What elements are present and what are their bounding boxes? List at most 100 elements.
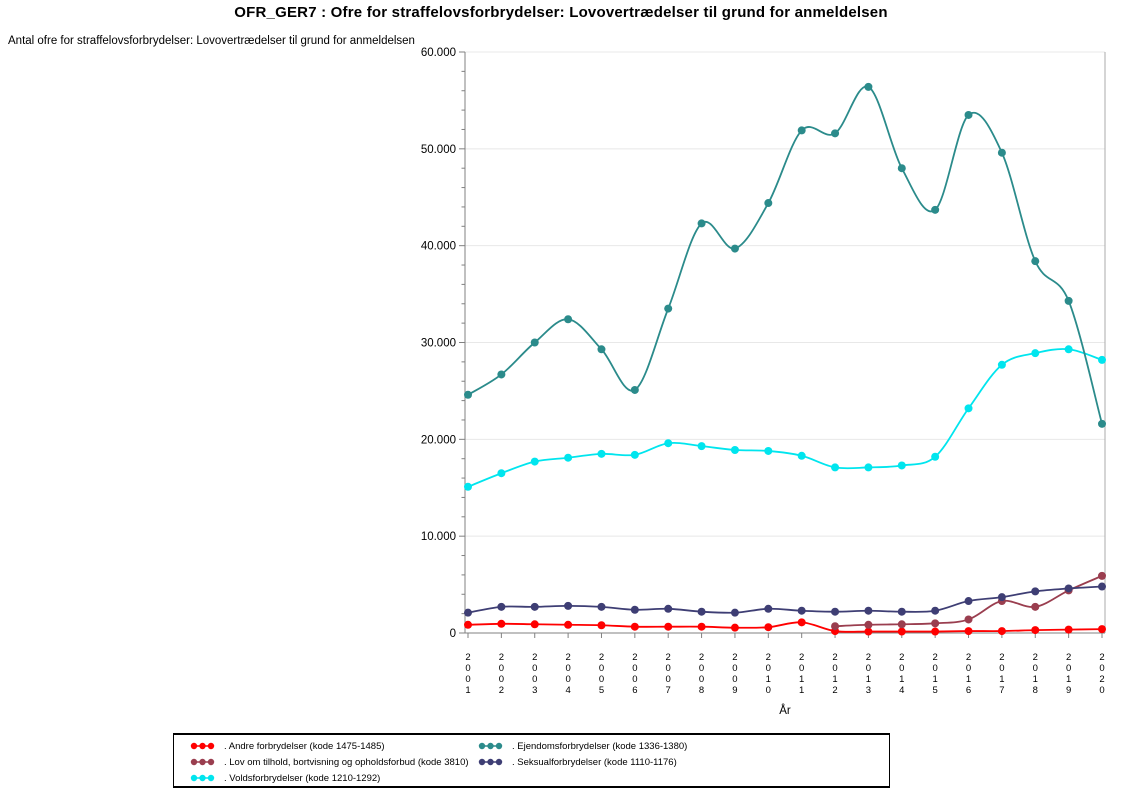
data-point-ejendom [730, 244, 739, 253]
data-point-volds [1031, 349, 1040, 358]
data-point-volds [797, 451, 806, 460]
data-point-ejendom [897, 164, 906, 173]
data-point-andre [530, 620, 539, 629]
data-point-ejendom [564, 315, 573, 324]
data-point-volds [831, 463, 840, 472]
data-point-tilhold [831, 622, 840, 631]
data-point-ejendom [464, 390, 472, 399]
legend-item-label: . Ejendomsforbrydelser (kode 1336-1380) [512, 740, 688, 752]
data-point-andre [630, 622, 639, 631]
data-point-andre [597, 621, 606, 630]
data-point-tilhold [897, 620, 906, 629]
y-tick-label: 30.000 [421, 338, 456, 350]
y-tick-label: 50.000 [421, 144, 456, 156]
data-point-ejendom [864, 82, 873, 91]
legend-item-seksual: . Seksualforbrydelser (kode 1110-1176) [478, 754, 881, 770]
data-point-ejendom [664, 304, 673, 313]
data-point-ejendom [530, 338, 539, 347]
data-point-andre [1031, 626, 1040, 635]
y-axis-label: Antal ofre for straffelovsforbrydelser: … [8, 35, 415, 47]
y-tick-label: 0 [450, 628, 456, 640]
legend-item-label: . Seksualforbrydelser (kode 1110-1176) [512, 756, 677, 768]
data-point-volds [864, 463, 873, 472]
data-point-tilhold [964, 615, 973, 624]
data-point-ejendom [997, 148, 1006, 157]
data-point-volds [464, 482, 472, 491]
data-point-andre [730, 623, 739, 632]
legend-item-label: . Lov om tilhold, bortvisning og opholds… [224, 756, 469, 768]
data-point-volds [1098, 355, 1106, 364]
y-tick-label: 40.000 [421, 241, 456, 253]
data-point-volds [497, 469, 506, 478]
data-point-seksual [664, 604, 673, 613]
y-tick-label: 20.000 [421, 434, 456, 446]
data-point-seksual [897, 607, 906, 616]
data-point-volds [697, 442, 706, 451]
legend-item-volds: . Voldsforbrydelser (kode 1210-1292) [190, 770, 478, 786]
series-line-volds [467, 348, 1103, 488]
data-point-ejendom [964, 110, 973, 119]
series-line-ejendom [467, 85, 1103, 425]
data-point-ejendom [1098, 419, 1106, 428]
data-point-volds [997, 360, 1006, 369]
data-point-volds [564, 453, 573, 462]
data-point-ejendom [1031, 257, 1040, 266]
legend-marker-icon [478, 742, 503, 750]
data-point-seksual [764, 604, 773, 613]
data-point-ejendom [697, 219, 706, 228]
data-point-volds [664, 439, 673, 448]
data-point-volds [630, 450, 639, 459]
data-point-seksual [964, 597, 973, 606]
chart-title: OFR_GER7 : Ofre for straffelovsforbrydel… [234, 4, 888, 21]
data-point-volds [597, 449, 606, 458]
data-point-ejendom [497, 370, 506, 379]
data-point-volds [931, 452, 940, 461]
data-point-seksual [597, 602, 606, 611]
data-point-tilhold [931, 619, 940, 628]
x-axis-label: År [779, 704, 791, 717]
data-point-ejendom [931, 205, 940, 214]
data-point-seksual [497, 602, 506, 611]
data-point-andre [1098, 625, 1106, 634]
data-point-andre [664, 622, 673, 631]
data-point-seksual [931, 606, 940, 615]
legend: . Andre forbrydelser (kode 1475-1485) . L… [173, 733, 890, 788]
data-point-seksual [1098, 582, 1106, 591]
data-point-volds [897, 461, 906, 470]
data-point-volds [764, 446, 773, 455]
legend-item-tilhold: . Lov om tilhold, bortvisning og opholds… [190, 754, 478, 770]
data-point-seksual [530, 602, 539, 611]
data-point-andre [897, 627, 906, 636]
y-tick-label: 60.000 [421, 47, 456, 59]
data-point-seksual [464, 608, 472, 617]
data-point-seksual [564, 601, 573, 610]
data-point-seksual [697, 607, 706, 616]
data-point-seksual [1031, 587, 1040, 596]
y-tick-label: 10.000 [421, 531, 456, 543]
data-point-seksual [997, 593, 1006, 602]
data-point-ejendom [597, 345, 606, 354]
data-point-volds [530, 457, 539, 466]
legend-marker-icon [190, 742, 215, 750]
data-point-andre [464, 620, 472, 629]
legend-item-label: . Voldsforbrydelser (kode 1210-1292) [224, 772, 381, 784]
data-point-seksual [630, 605, 639, 614]
data-point-seksual [1064, 584, 1073, 593]
data-point-andre [864, 627, 873, 636]
data-point-andre [797, 618, 806, 627]
data-point-andre [564, 620, 573, 629]
